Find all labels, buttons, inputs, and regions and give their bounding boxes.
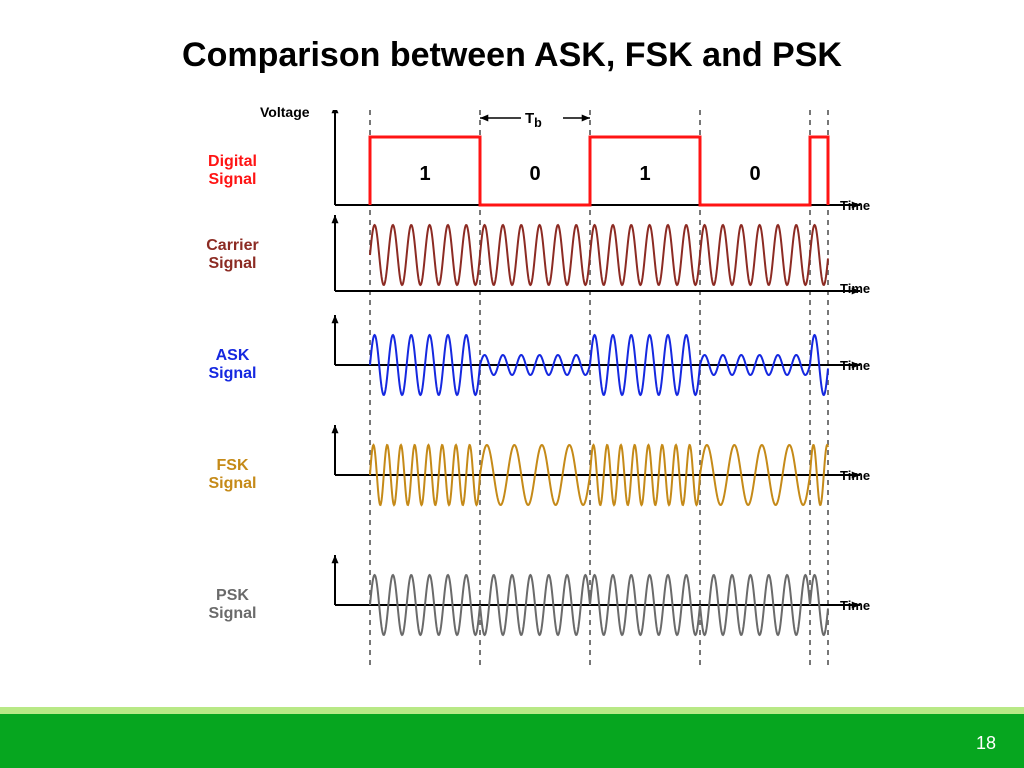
time-label: Time [840, 598, 870, 613]
tb-label: Tb [525, 110, 542, 130]
page-number: 18 [976, 733, 996, 754]
time-label: Time [840, 198, 870, 213]
slide-title: Comparison between ASK, FSK and PSK [0, 36, 1024, 75]
time-label: Time [840, 468, 870, 483]
footer-stripe [0, 707, 1024, 714]
waveforms: Tb 1010 TimeTimeTimeTimeTime [305, 110, 880, 695]
time-label: Time [840, 358, 870, 373]
row-labels: Voltage DigitalSignal CarrierSignal ASKS… [160, 110, 305, 695]
footer-band: 18 [0, 714, 1024, 768]
bit-label: 1 [370, 163, 480, 186]
voltage-label: Voltage [260, 104, 310, 120]
ask-label: ASKSignal [160, 347, 305, 384]
digital-label: DigitalSignal [160, 153, 305, 190]
time-label: Time [840, 281, 870, 296]
bit-label: 0 [700, 163, 810, 186]
bit-label: 0 [480, 163, 590, 186]
bit-label: 1 [590, 163, 700, 186]
diagram: Voltage DigitalSignal CarrierSignal ASKS… [160, 110, 880, 695]
carrier-label: CarrierSignal [160, 237, 305, 274]
psk-label: PSKSignal [160, 587, 305, 624]
slide: Comparison between ASK, FSK and PSK Volt… [0, 0, 1024, 768]
fsk-label: FSKSignal [160, 457, 305, 494]
